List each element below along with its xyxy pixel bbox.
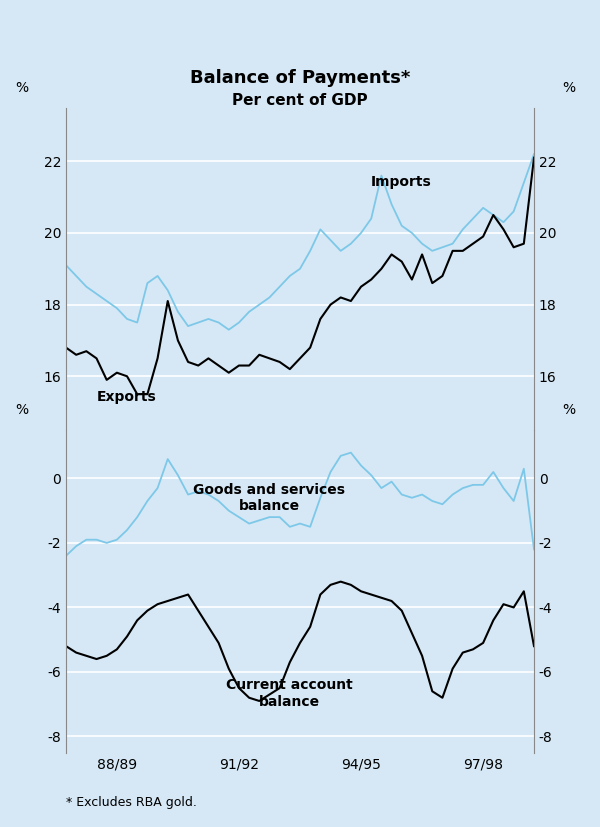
Text: Balance of Payments*: Balance of Payments* (190, 69, 410, 87)
Text: %: % (15, 403, 28, 417)
Text: Imports: Imports (371, 175, 432, 189)
Text: %: % (15, 80, 28, 94)
Text: Goods and services
balance: Goods and services balance (193, 483, 346, 514)
Text: Per cent of GDP: Per cent of GDP (232, 93, 368, 108)
Text: %: % (563, 403, 575, 417)
Text: Exports: Exports (97, 390, 156, 404)
Text: %: % (563, 80, 575, 94)
Text: * Excludes RBA gold.: * Excludes RBA gold. (66, 796, 197, 809)
Text: Current account
balance: Current account balance (226, 678, 353, 709)
